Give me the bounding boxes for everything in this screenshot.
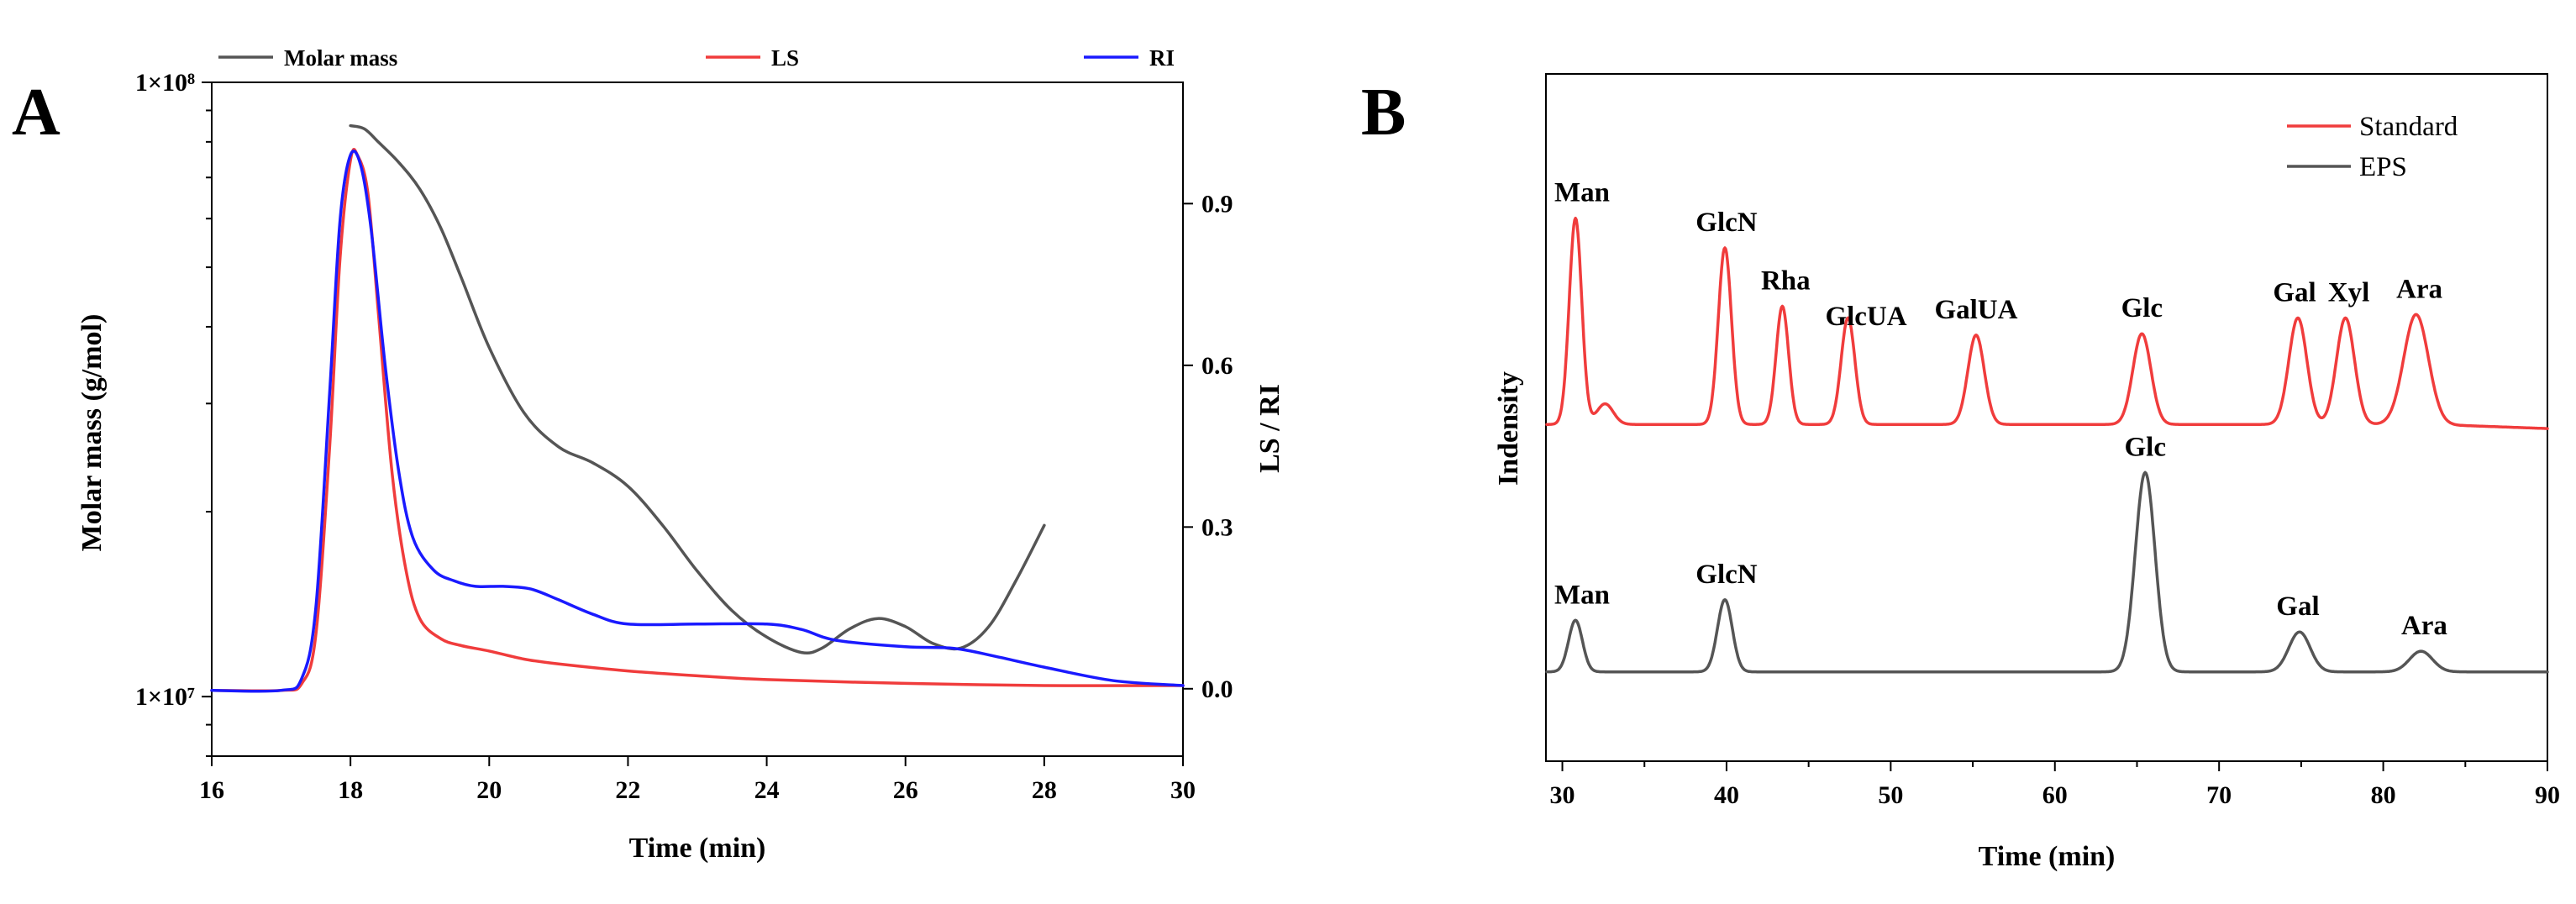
x-tick-label: 24 — [754, 776, 780, 804]
y-left-tick-label: 1×10⁸ — [135, 69, 195, 97]
x-tick-label: 18 — [338, 776, 363, 804]
peak-label-gal: Gal — [2273, 277, 2316, 307]
panel-b-letter: B — [1361, 76, 1406, 150]
x-tick-label: 90 — [2535, 781, 2560, 809]
peak-label-gal: Gal — [2276, 591, 2319, 622]
panel-a-legend: Molar mass LS RI — [218, 45, 1175, 71]
x-tick-label: 50 — [1878, 781, 1903, 809]
x-tick-label: 26 — [893, 776, 918, 804]
panel-a-x-ticks: 16 18 20 22 24 26 28 30 — [199, 756, 1196, 804]
peak-label-ara: Ara — [2401, 611, 2447, 641]
panel-a-x-title: Time (min) — [629, 833, 766, 864]
panel-b-x-title: Time (min) — [1979, 841, 2116, 872]
series-line-ri — [210, 150, 1185, 693]
peak-label-man: Man — [1554, 580, 1610, 610]
peak-label-man: Man — [1554, 178, 1610, 208]
panel-b-plot-frame — [1545, 73, 2548, 762]
legend-label-molar-mass: Molar mass — [284, 45, 397, 71]
x-tick-label: 20 — [476, 776, 502, 804]
legend-label-standard: Standard — [2359, 112, 2458, 142]
peak-label-galua: GalUA — [1934, 295, 2017, 325]
panel-a-y-left-title: Molar mass (g/mol) — [76, 314, 108, 552]
panel-a-y-left-ticks: 1×10⁷ 1×10⁸ — [135, 69, 212, 757]
series-line-ls — [210, 148, 1185, 693]
panel-b: B Time (min) Indensity Standard EPS 30 40… — [1361, 73, 2560, 872]
panel-a-y-right-ticks: 0.0 0.3 0.6 0.9 — [1183, 190, 1233, 703]
peak-label-rha: Rha — [1761, 265, 1811, 296]
series-line-eps — [1545, 470, 2549, 674]
panel-a-y-right-title: LS / RI — [1254, 384, 1285, 473]
panel-b-x-ticks: 30 40 50 60 70 80 90 — [1550, 761, 2560, 809]
panel-a-letter: A — [12, 76, 60, 150]
peak-label-xyl: Xyl — [2328, 277, 2370, 307]
y-right-tick-label: 0.0 — [1201, 675, 1233, 703]
x-tick-label: 40 — [1714, 781, 1739, 809]
legend-label-eps: EPS — [2359, 152, 2407, 182]
series-line-molar-mass — [349, 124, 1046, 655]
panel-a: A Molar mass LS RI Time (min) Molar mass… — [12, 45, 1285, 864]
y-left-tick-label: 1×10⁷ — [135, 683, 195, 711]
x-tick-label: 16 — [199, 776, 224, 804]
y-right-tick-label: 0.3 — [1201, 513, 1233, 541]
peak-label-glc: Glc — [2121, 293, 2163, 323]
x-tick-label: 22 — [615, 776, 640, 804]
peak-label-glcn: GlcN — [1695, 208, 1757, 238]
y-right-tick-label: 0.9 — [1201, 190, 1233, 218]
x-tick-label: 30 — [1170, 776, 1196, 804]
legend-label-ri: RI — [1149, 45, 1175, 71]
x-tick-label: 28 — [1032, 776, 1057, 804]
panel-b-y-title: Indensity — [1493, 371, 1524, 486]
peak-label-glcn: GlcN — [1695, 560, 1757, 590]
x-tick-label: 60 — [2042, 781, 2068, 809]
peak-label-ara: Ara — [2396, 274, 2442, 304]
legend-label-ls: LS — [771, 45, 799, 71]
x-tick-label: 70 — [2206, 781, 2232, 809]
x-tick-label: 30 — [1550, 781, 1575, 809]
panel-a-plot-frame — [211, 81, 1184, 757]
x-tick-label: 80 — [2371, 781, 2396, 809]
panel-b-legend: Standard EPS — [2287, 112, 2458, 182]
peak-label-glc: Glc — [2125, 432, 2166, 462]
series-line-standard — [1545, 216, 2549, 430]
peak-label-glcua: GlcUA — [1825, 302, 1906, 332]
y-right-tick-label: 0.6 — [1201, 352, 1233, 380]
